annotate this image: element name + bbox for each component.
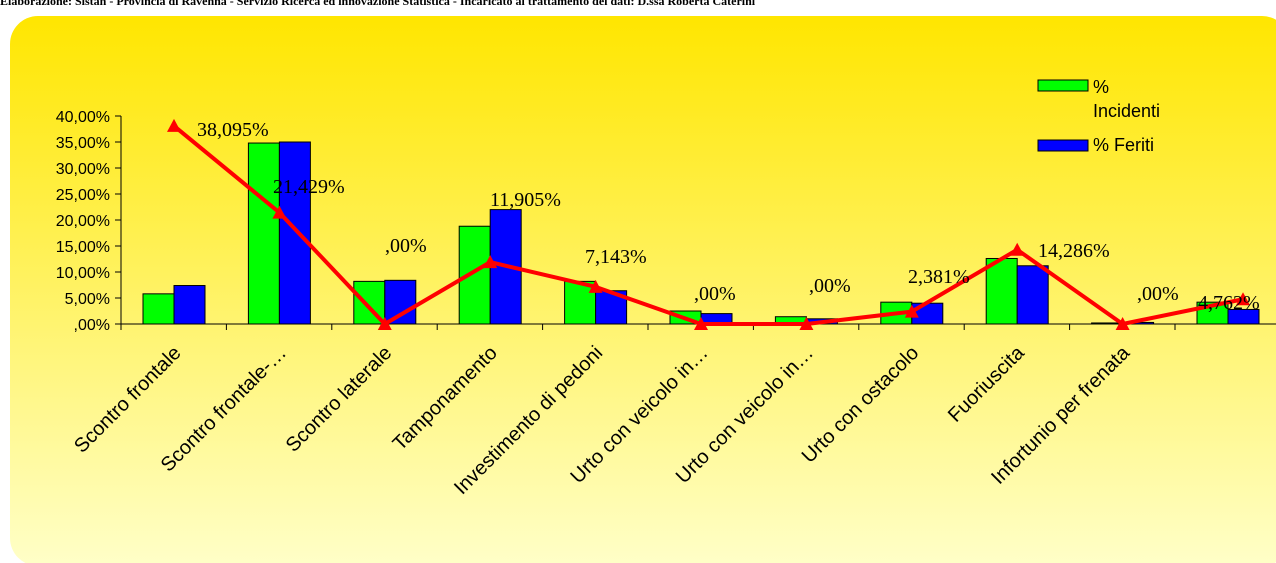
y-tick-label: 35,00% xyxy=(56,135,110,152)
y-tick-label: ,00% xyxy=(74,317,110,334)
y-tick-label: 5,00% xyxy=(65,291,110,308)
source-caption: Elaborazione: Sistan - Provincia di Rave… xyxy=(0,0,756,8)
y-tick-label: 10,00% xyxy=(56,265,110,282)
y-tick-label: 20,00% xyxy=(56,213,110,230)
bar-feriti xyxy=(384,279,417,325)
legend-label-incidenti: % Incidenti xyxy=(1093,77,1160,121)
line-marker xyxy=(588,279,603,293)
bar-incidenti xyxy=(985,257,1018,325)
data-label: 4,762% xyxy=(1198,292,1260,314)
bar-feriti xyxy=(173,285,206,325)
line-marker xyxy=(799,317,814,330)
data-label: 7,143% xyxy=(585,246,647,268)
line-marker xyxy=(377,317,392,330)
y-tick-label: 30,00% xyxy=(56,161,110,178)
legend-swatch xyxy=(1037,139,1089,152)
bar-incidenti xyxy=(247,142,280,325)
legend-swatch xyxy=(1037,79,1089,92)
legend: % Incidenti % Feriti xyxy=(1037,77,1160,155)
line-marker xyxy=(1115,317,1130,330)
bar-incidenti xyxy=(142,293,175,325)
bar-feriti xyxy=(278,141,311,325)
data-label: 14,286% xyxy=(1038,240,1110,262)
data-label: ,00% xyxy=(694,283,736,305)
y-tick-label: 25,00% xyxy=(56,187,110,204)
y-tick-label: 40,00% xyxy=(56,109,110,126)
y-tick-label: 15,00% xyxy=(56,239,110,256)
data-label: 38,095% xyxy=(197,119,269,141)
bar-feriti xyxy=(1016,265,1049,325)
data-label: ,00% xyxy=(809,275,851,297)
line-marker xyxy=(1236,292,1250,306)
data-label: ,00% xyxy=(385,235,427,257)
data-label: 21,429% xyxy=(273,176,345,198)
data-label: 11,905% xyxy=(490,189,561,211)
data-label: 2,381% xyxy=(908,266,970,288)
legend-label-feriti: % Feriti xyxy=(1093,135,1154,155)
line-marker xyxy=(167,118,181,132)
line-marker xyxy=(272,205,287,219)
line-marker xyxy=(1010,242,1025,256)
data-label: ,00% xyxy=(1137,283,1179,305)
chart-background xyxy=(10,16,1276,563)
line-marker xyxy=(694,317,708,330)
line-marker xyxy=(483,255,498,269)
bar-incidenti xyxy=(458,225,491,325)
line-marker xyxy=(904,304,919,318)
